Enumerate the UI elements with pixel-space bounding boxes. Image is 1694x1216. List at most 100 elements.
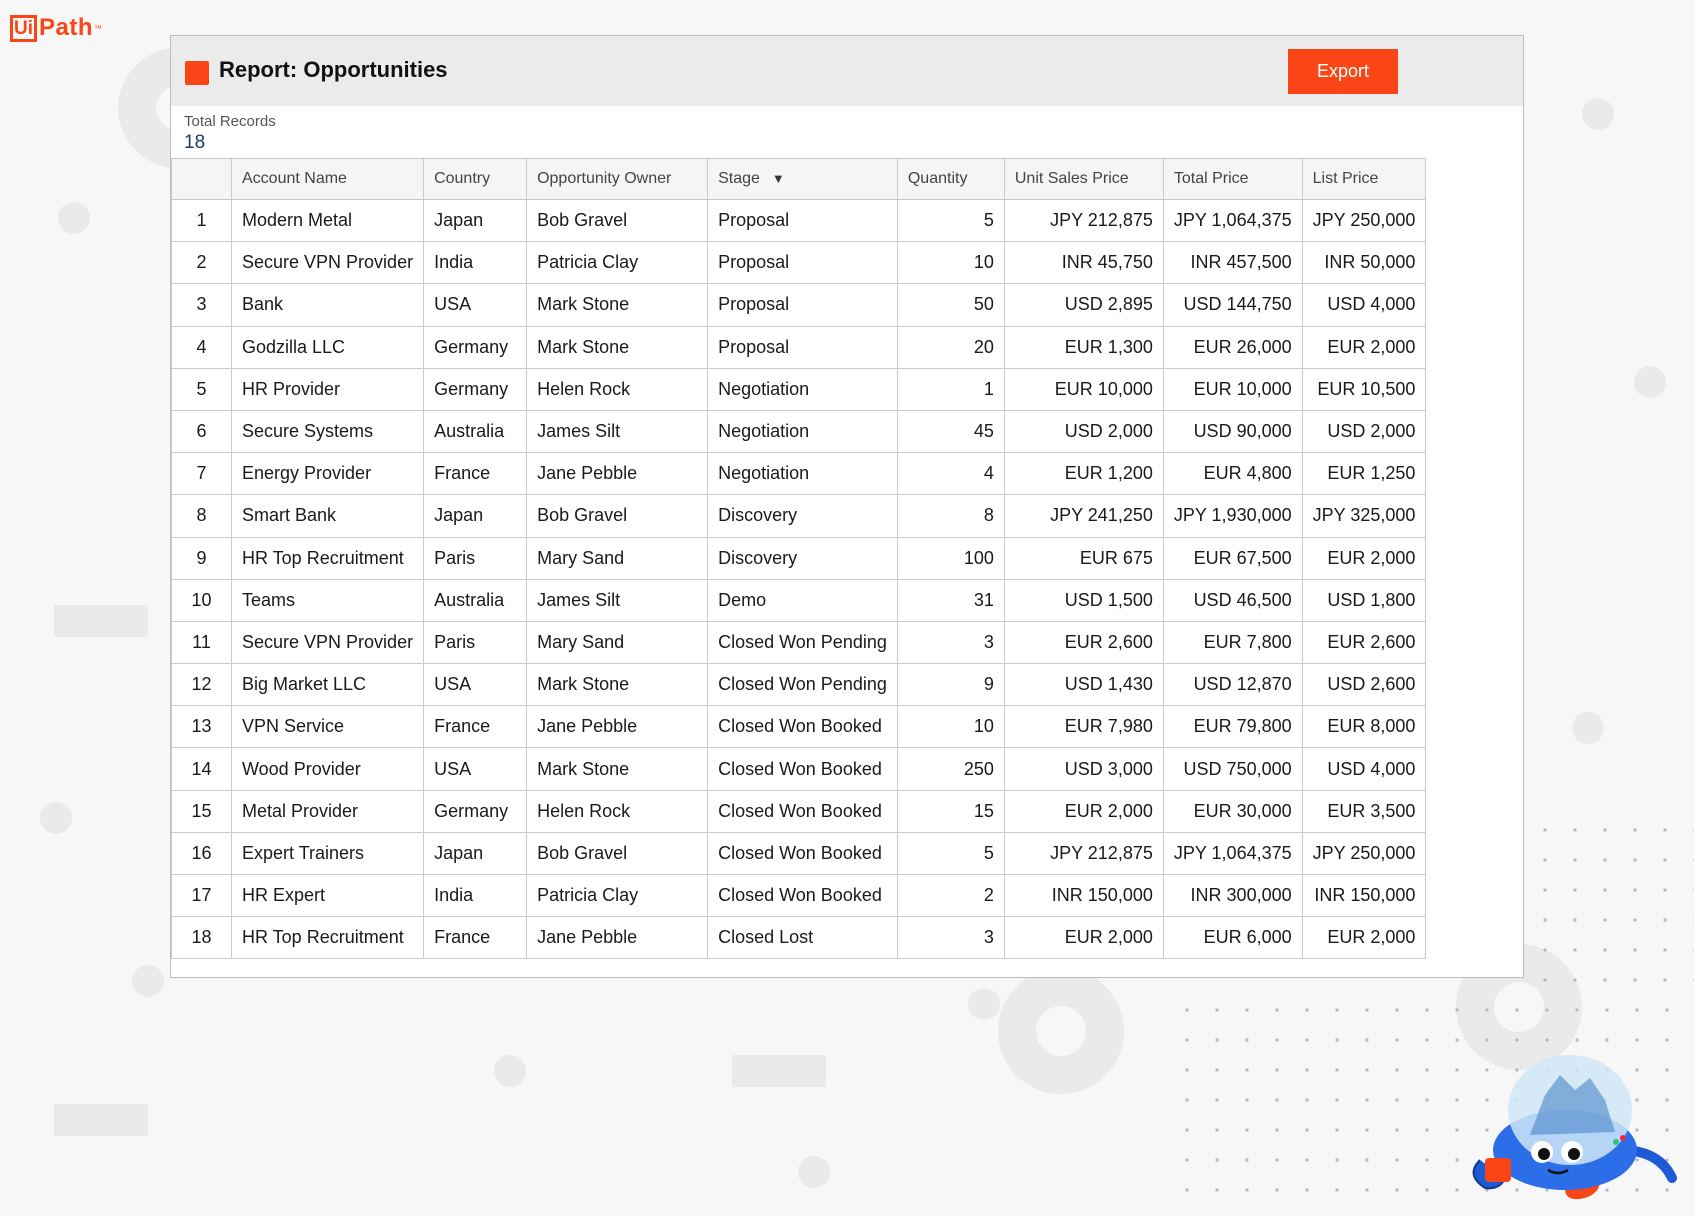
cell-total-price: USD 12,870 (1162, 663, 1303, 707)
bg-circle-decoration (40, 802, 72, 834)
table-row[interactable]: 14 Wood Provider USA Mark Stone Closed Won B… (171, 747, 1427, 791)
table-header-row: Account Name Country Opportunity Owner S… (171, 158, 1427, 200)
sort-descending-icon[interactable]: ▼ (771, 171, 785, 186)
cell-account-name: Secure VPN Provider (230, 620, 425, 665)
cell-row-number: 11 (171, 620, 232, 665)
cell-total-price: EUR 7,800 (1162, 620, 1303, 665)
table-row[interactable]: 8 Smart Bank Japan Bob Gravel Discovery 8 JPY … (171, 494, 1427, 538)
cell-opportunity-owner: Jane Pebble (526, 916, 709, 960)
cell-account-name: Wood Provider (230, 747, 425, 791)
cell-unit-sales-price: INR 45,750 (1003, 241, 1164, 285)
cell-row-number: 16 (171, 831, 232, 876)
report-square-icon (185, 61, 209, 85)
column-header-total-price[interactable]: Total Price (1162, 158, 1303, 200)
opportunities-table: Account Name Country Opportunity Owner S… (171, 158, 1427, 960)
table-row[interactable]: 5 HR Provider Germany Helen Rock Negotiation… (171, 367, 1427, 411)
table-row[interactable]: 18 HR Top Recruitment France Jane Pebble Clo… (171, 916, 1427, 960)
cell-account-name: HR Provider (230, 367, 425, 411)
cell-stage: Proposal (707, 198, 898, 243)
cell-opportunity-owner: Mark Stone (526, 747, 709, 791)
cell-country: France (423, 452, 528, 496)
cell-stage: Negotiation (707, 409, 898, 454)
cell-row-number: 13 (171, 705, 232, 749)
column-header-opportunity-owner[interactable]: Opportunity Owner (526, 158, 709, 200)
cell-total-price: USD 46,500 (1162, 578, 1303, 622)
cell-quantity: 20 (896, 325, 1005, 369)
cell-account-name: Energy Provider (230, 452, 425, 496)
cell-total-price: INR 300,000 (1162, 873, 1303, 918)
column-header-index[interactable] (171, 158, 232, 200)
bg-bar-decoration (54, 605, 148, 637)
column-header-country[interactable]: Country (423, 158, 528, 200)
cell-opportunity-owner: Mary Sand (526, 620, 709, 665)
cell-total-price: EUR 79,800 (1162, 705, 1303, 749)
table-row[interactable]: 2 Secure VPN Provider India Patricia Clay Pr… (171, 241, 1427, 285)
cell-account-name: HR Top Recruitment (230, 916, 425, 960)
cell-row-number: 18 (171, 916, 232, 960)
table-row[interactable]: 10 Teams Australia James Silt Demo 31 USD 1,50… (171, 578, 1427, 622)
cell-account-name: Godzilla LLC (230, 325, 425, 369)
cell-quantity: 250 (896, 747, 1005, 791)
column-header-stage[interactable]: Stage ▼ (707, 158, 898, 200)
table-row[interactable]: 6 Secure Systems Australia James Silt Negoti… (171, 409, 1427, 454)
column-header-unit-sales-price[interactable]: Unit Sales Price (1003, 158, 1164, 200)
table-row[interactable]: 17 HR Expert India Patricia Clay Closed Won … (171, 873, 1427, 918)
cell-total-price: EUR 67,500 (1162, 536, 1303, 580)
cell-list-price: EUR 3,500 (1301, 789, 1427, 833)
cell-quantity: 50 (896, 283, 1005, 327)
cell-row-number: 12 (171, 663, 232, 707)
cell-opportunity-owner: Helen Rock (526, 367, 709, 411)
cell-unit-sales-price: USD 1,500 (1003, 578, 1164, 622)
cell-stage: Closed Won Pending (707, 620, 898, 665)
table-row[interactable]: 4 Godzilla LLC Germany Mark Stone Proposal 20… (171, 325, 1427, 369)
cell-total-price: USD 144,750 (1162, 283, 1303, 327)
table-row[interactable]: 11 Secure VPN Provider Paris Mary Sand Close… (171, 620, 1427, 665)
table-row[interactable]: 3 Bank USA Mark Stone Proposal 50 USD 2,895 USD… (171, 283, 1427, 327)
cell-quantity: 5 (896, 198, 1005, 243)
export-button[interactable]: Export (1288, 49, 1398, 94)
table-row[interactable]: 13 VPN Service France Jane Pebble Closed Won… (171, 705, 1427, 749)
table-row[interactable]: 1 Modern Metal Japan Bob Gravel Proposal 5 JPY… (171, 198, 1427, 243)
table-row[interactable]: 16 Expert Trainers Japan Bob Gravel Closed W… (171, 831, 1427, 876)
table-row[interactable]: 12 Big Market LLC USA Mark Stone Closed Won … (171, 663, 1427, 707)
cell-stage: Closed Lost (707, 916, 898, 960)
cell-total-price: USD 750,000 (1162, 747, 1303, 791)
bg-circle-decoration (1634, 366, 1666, 398)
column-header-account-name[interactable]: Account Name (230, 158, 425, 200)
cell-row-number: 17 (171, 873, 232, 918)
bg-circle-decoration (58, 202, 90, 234)
cell-opportunity-owner: Mark Stone (526, 663, 709, 707)
logo-box: Ui (10, 14, 37, 42)
cell-quantity: 2 (896, 873, 1005, 918)
cell-account-name: Bank (230, 283, 425, 327)
robot-mascot (1472, 1055, 1677, 1200)
cell-unit-sales-price: USD 3,000 (1003, 747, 1164, 791)
cell-row-number: 5 (171, 367, 232, 411)
cell-country: Australia (423, 409, 528, 454)
cell-stage: Demo (707, 578, 898, 622)
column-header-list-price[interactable]: List Price (1301, 158, 1427, 200)
cell-country: Australia (423, 578, 528, 622)
table-body: 1 Modern Metal Japan Bob Gravel Proposal 5 JPY… (171, 198, 1427, 960)
cell-quantity: 5 (896, 831, 1005, 876)
cell-country: Paris (423, 620, 528, 665)
table-row[interactable]: 7 Energy Provider France Jane Pebble Negotia… (171, 452, 1427, 496)
cell-stage: Closed Won Pending (707, 663, 898, 707)
uipath-logo: Ui Path ™ (10, 14, 102, 42)
cell-unit-sales-price: EUR 2,000 (1003, 916, 1164, 960)
cell-list-price: EUR 10,500 (1301, 367, 1427, 411)
cell-country: USA (423, 747, 528, 791)
column-header-quantity[interactable]: Quantity (896, 158, 1005, 200)
cell-list-price: INR 150,000 (1301, 873, 1427, 918)
bg-circle-decoration (798, 1156, 830, 1188)
cell-opportunity-owner: Bob Gravel (526, 198, 709, 243)
cell-list-price: USD 4,000 (1301, 283, 1427, 327)
cell-opportunity-owner: Bob Gravel (526, 494, 709, 538)
cell-country: Germany (423, 325, 528, 369)
cell-opportunity-owner: James Silt (526, 409, 709, 454)
cell-quantity: 1 (896, 367, 1005, 411)
column-header-stage-label: Stage (718, 170, 760, 187)
table-row[interactable]: 15 Metal Provider Germany Helen Rock Closed … (171, 789, 1427, 833)
table-row[interactable]: 9 HR Top Recruitment Paris Mary Sand Discove… (171, 536, 1427, 580)
cell-country: USA (423, 283, 528, 327)
